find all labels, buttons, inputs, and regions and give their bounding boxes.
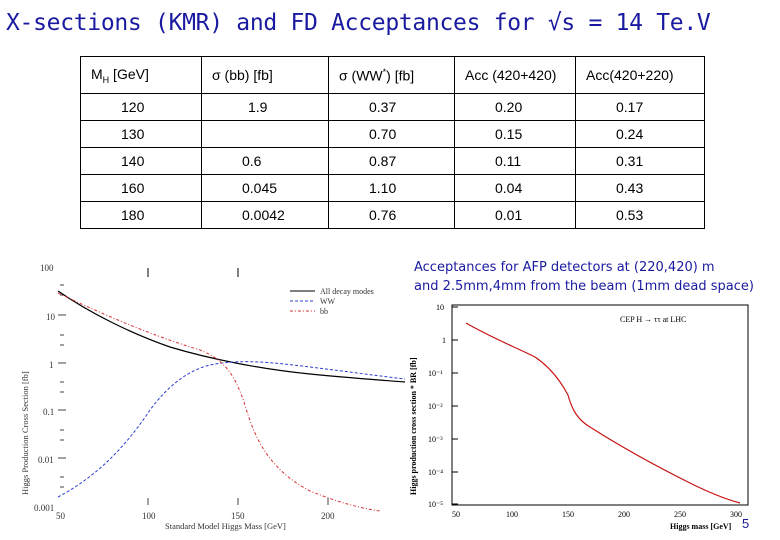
left-ytick: 1 (49, 360, 54, 370)
right-xtick: 200 (618, 510, 630, 519)
slide-title-bar: X-sections (KMR) and FD Acceptances for … (0, 0, 780, 48)
left-xlabel: Standard Model Higgs Mass [GeV] (165, 521, 286, 531)
table-cell: 1.10 (328, 174, 455, 202)
right-ytick: 10⁻⁴ (428, 468, 443, 477)
table-cell: 0.76 (328, 201, 455, 229)
right-ytick: 10 (436, 303, 444, 312)
left-ytick: 100 (40, 263, 54, 273)
left-xtick: 50 (56, 511, 66, 521)
table-row: 130 0.70 0.15 0.24 (80, 120, 705, 148)
table-cell: 0.53 (575, 201, 705, 229)
table-cell: 120 (80, 93, 202, 121)
right-ytick: 10⁻³ (428, 435, 443, 444)
caption-line-2: and 2.5mm,4mm from the beam (1mm dead sp… (414, 279, 754, 294)
curve-cep-tautau (465, 322, 741, 504)
left-ytick: 0.01 (38, 455, 54, 465)
right-ytick: 1 (442, 336, 446, 345)
cross-section-table: MH [GeV] σ (bb) [fb] σ (WW*) [fb] Acc (4… (80, 56, 705, 229)
curve-bb (57, 292, 381, 512)
legend-ww: WW (320, 297, 336, 306)
page-number: 5 (742, 516, 750, 531)
table-cell: 0.15 (454, 120, 576, 148)
table-cell: 0.01 (454, 201, 576, 229)
left-ytick: 10 (46, 312, 56, 322)
right-ytick: 10⁻¹ (428, 369, 443, 378)
table-cell: 0.43 (575, 174, 705, 202)
curve-ww (57, 361, 406, 498)
table-cell: 0.87 (328, 147, 455, 175)
left-ytick: 0.001 (34, 503, 54, 513)
right-xtick: 50 (452, 510, 460, 519)
col-header-sigma-bb: σ (bb) [fb] (201, 56, 329, 94)
right-ytick: 10⁻⁵ (428, 500, 443, 509)
slide-title: X-sections (KMR) and FD Acceptances for … (6, 10, 711, 36)
col-header-sigma-ww: σ (WW*) [fb] (328, 56, 455, 94)
table-cell: 0.04 (454, 174, 576, 202)
table-cell: 0.0042 (201, 201, 329, 229)
legend-bb: bb (320, 307, 328, 316)
right-ytick: 10⁻² (428, 402, 443, 411)
table-cell: 0.11 (454, 147, 576, 175)
table-cell: 0.31 (575, 147, 705, 175)
table-cell: 0.17 (575, 93, 705, 121)
right-xtick: 300 (730, 510, 742, 519)
right-tautau-plot: 10 1 10⁻¹ 10⁻² 10⁻³ 10⁻⁴ 10⁻⁵ Higgs prod… (409, 303, 749, 531)
left-xtick: 200 (321, 511, 335, 521)
table-row: 120 1.9 0.37 0.20 0.17 (80, 93, 705, 121)
left-xtick: 100 (142, 511, 156, 521)
right-ylabel: Higgs production cross section * BR [fb] (409, 357, 418, 495)
table-header-row: MH [GeV] σ (bb) [fb] σ (WW*) [fb] Acc (4… (80, 56, 705, 94)
right-xtick: 150 (562, 510, 574, 519)
curve-all-decay-modes (57, 290, 406, 383)
caption-line-1: Acceptances for AFP detectors at (220,42… (414, 260, 715, 275)
table-cell: 0.045 (201, 174, 329, 202)
right-xtick: 250 (674, 510, 686, 519)
table-row: 180 0.0042 0.76 0.01 0.53 (80, 201, 705, 229)
table-cell: 160 (80, 174, 202, 202)
left-xtick: 150 (231, 511, 245, 521)
right-xtick: 100 (506, 510, 518, 519)
acceptance-caption: Acceptances for AFP detectors at (220,42… (414, 258, 780, 296)
left-ytick: 0.1 (43, 407, 54, 417)
left-cross-section-plot: 100 10 1 0.1 0.01 0.001 Higgs Production… (20, 263, 406, 531)
table-cell: 0.37 (328, 93, 455, 121)
table-cell: 0.20 (454, 93, 576, 121)
col-header-mass: MH [GeV] (80, 56, 202, 94)
left-ylabel: Higgs Production Cross Section [fb] (20, 371, 30, 495)
table-row: 140 0.6 0.87 0.11 0.31 (80, 147, 705, 175)
legend-all: All decay modes (320, 287, 374, 296)
table-cell: 0.6 (201, 147, 329, 175)
table-cell: 130 (80, 120, 202, 148)
col-header-acc-420-420: Acc (420+420) (454, 56, 576, 94)
table-cell: 180 (80, 201, 202, 229)
table-cell (201, 120, 329, 148)
right-xlabel: Higgs mass [GeV] (670, 522, 732, 531)
table-cell: 0.70 (328, 120, 455, 148)
table-cell: 140 (80, 147, 202, 175)
table-cell: 0.24 (575, 120, 705, 148)
col-header-acc-420-220: Acc(420+220) (575, 56, 705, 94)
table-row: 160 0.045 1.10 0.04 0.43 (80, 174, 705, 202)
table-cell: 1.9 (201, 93, 329, 121)
right-plot-title: CEP H → ττ at LHC (620, 315, 686, 324)
